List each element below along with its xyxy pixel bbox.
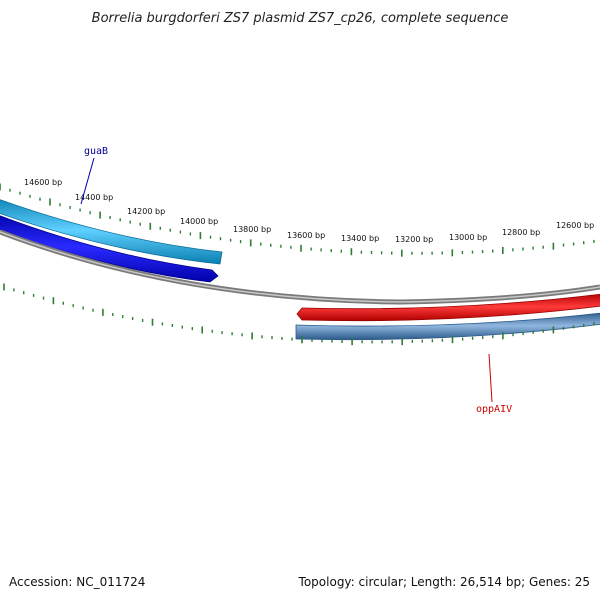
tick-label: 13400 bp: [341, 234, 379, 243]
tick-label: 13200 bp: [395, 235, 433, 244]
tick-labels: 14600 bp 14400 bp 14200 bp 14000 bp 1380…: [24, 178, 594, 244]
inner-tick-scale: [3, 283, 595, 346]
outer-tick-scale: [0, 183, 595, 257]
guab-label-leader: [80, 157, 95, 205]
gene-label-oppaiv[interactable]: oppAIV: [476, 404, 512, 415]
gene-arc-guab-light[interactable]: [0, 196, 223, 265]
tick-label: 12800 bp: [502, 228, 540, 237]
tick-label: 13800 bp: [233, 225, 271, 234]
tick-label: 13600 bp: [287, 231, 325, 240]
map-title: Borrelia burgdorferi ZS7 plasmid ZS7_cp2…: [92, 11, 509, 26]
tick-label: 12600 bp: [556, 221, 594, 230]
plasmid-backbone: [0, 229, 600, 305]
tick-label: 13000 bp: [449, 233, 487, 242]
gene-arc-oppaiv[interactable]: [295, 312, 600, 341]
gene-label-guab[interactable]: guaB: [84, 146, 108, 157]
oppaiv-label-leader: [488, 353, 493, 403]
summary-text: Topology: circular; Length: 26,514 bp; G…: [298, 575, 590, 589]
tick-label: 14400 bp: [75, 193, 113, 202]
tick-label: 14600 bp: [24, 178, 62, 187]
tick-label: 14200 bp: [127, 207, 165, 216]
backbone-highlight: [0, 231, 600, 303]
gene-arc-reverse-red[interactable]: [296, 293, 600, 322]
tick-label: 14000 bp: [180, 217, 218, 226]
accession-text: Accession: NC_011724: [9, 575, 145, 589]
